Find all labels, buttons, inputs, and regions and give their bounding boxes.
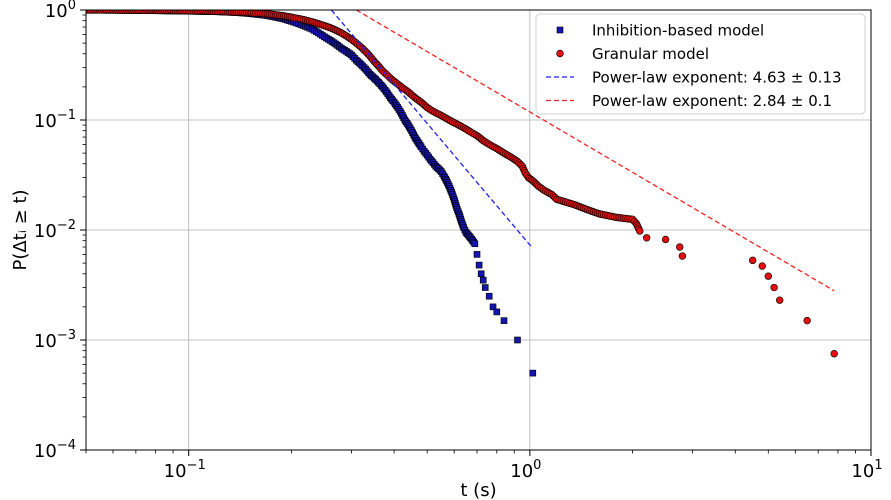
legend-square-marker (556, 26, 564, 34)
granular-data-point (642, 234, 651, 242)
plot-area (86, 10, 838, 377)
inhibition-data-point (529, 369, 537, 377)
inhibition-data-point (479, 276, 487, 284)
y-tick-label: 100 (45, 0, 76, 22)
legend-circle-marker (556, 49, 564, 58)
power-law-fit-line-2 (330, 10, 534, 249)
inhibition-data-point (471, 240, 479, 248)
y-tick-label: 10−3 (34, 328, 76, 352)
granular-data-point (830, 350, 838, 358)
x-tick-label: 101 (851, 458, 882, 482)
granular-data-point (764, 272, 773, 280)
inhibition-data-point (493, 308, 501, 316)
inhibition-data-point (481, 284, 489, 291)
power-law-fit-line-3 (355, 10, 835, 292)
granular-data-point (748, 256, 757, 265)
granular-data-point (803, 316, 811, 325)
inhibition-data-point (475, 261, 483, 269)
x-tick-label: 100 (510, 458, 541, 482)
inhibition-data-point (485, 292, 493, 300)
inhibition-data-point (514, 336, 521, 344)
inhibition-data-point (473, 251, 481, 258)
y-axis-label: P(Δtᵢ ≥ t) (10, 189, 31, 270)
granular-data-point (770, 283, 778, 292)
granular-data-point (776, 296, 784, 304)
legend-entry-label: Granular model (592, 45, 709, 63)
granular-data-point (758, 262, 766, 270)
legend-box (535, 13, 866, 115)
x-axis-label: t (s) (460, 480, 496, 500)
granular-data-point (661, 235, 670, 244)
y-tick-label: 10−1 (34, 108, 76, 132)
legend-entry-label: Power-law exponent: 4.63 ± 0.13 (592, 69, 842, 87)
legend: Inhibition-based model Granular model Powe… (535, 13, 866, 115)
granular-data-point (636, 227, 644, 235)
y-tick-label: 10−4 (34, 438, 76, 462)
inhibition-data-point (489, 303, 497, 311)
granular-data-point (678, 252, 687, 260)
inhibition-data-point (500, 317, 508, 324)
legend-entry-label: Inhibition-based model (592, 22, 764, 40)
axes: 10−1 100 101 100 10−1 10−2 10−3 10−4 (34, 0, 883, 482)
y-tick-label: 10−2 (34, 218, 76, 242)
inhibition-data-point (477, 270, 485, 278)
legend-entry-label: Power-law exponent: 2.84 ± 0.1 (592, 92, 832, 110)
granular-data-point (676, 243, 684, 251)
x-tick-label: 10−1 (164, 458, 206, 482)
